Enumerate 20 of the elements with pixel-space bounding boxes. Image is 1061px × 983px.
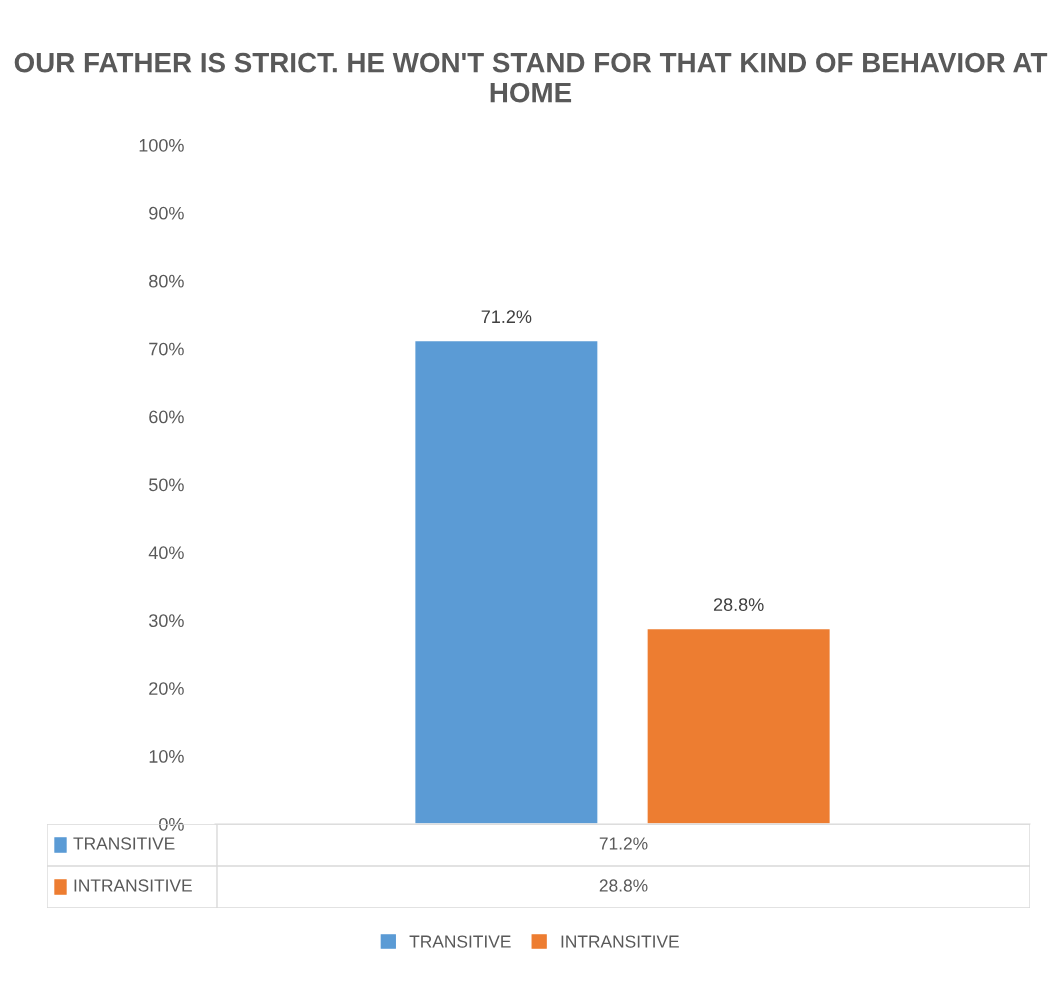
- y-tick-label: 30%: [149, 614, 184, 628]
- y-tick-label: 100%: [139, 138, 184, 152]
- y-tick-label: 90%: [149, 206, 184, 220]
- y-tick-label: 60%: [149, 410, 184, 424]
- chart-title: OUR FATHER IS STRICT. HE WON'T STAND FOR THAT KIND OF BEHAVIOR AT HOME: [14, 52, 1048, 103]
- y-tick-label: 0%: [159, 817, 184, 831]
- text: 28.8%: [599, 879, 648, 892]
- y-tick-label: 20%: [149, 682, 184, 695]
- legend-label: INTRANSITIVE: [561, 935, 679, 948]
- y-tick-label: 50%: [149, 478, 184, 492]
- legend-label: TRANSITIVE: [409, 935, 511, 948]
- y-tick-label: 70%: [149, 342, 184, 356]
- y-tick-label: 40%: [148, 546, 184, 560]
- text: INTRANSITIVE: [74, 879, 192, 892]
- data-label: 28.8%: [713, 598, 764, 611]
- y-tick-label: 80%: [149, 274, 184, 288]
- y-tick-label: 10%: [149, 750, 184, 763]
- text: TRANSITIVE: [73, 837, 175, 850]
- data-label: 71.2%: [481, 310, 532, 324]
- text: 71.2%: [599, 837, 648, 850]
